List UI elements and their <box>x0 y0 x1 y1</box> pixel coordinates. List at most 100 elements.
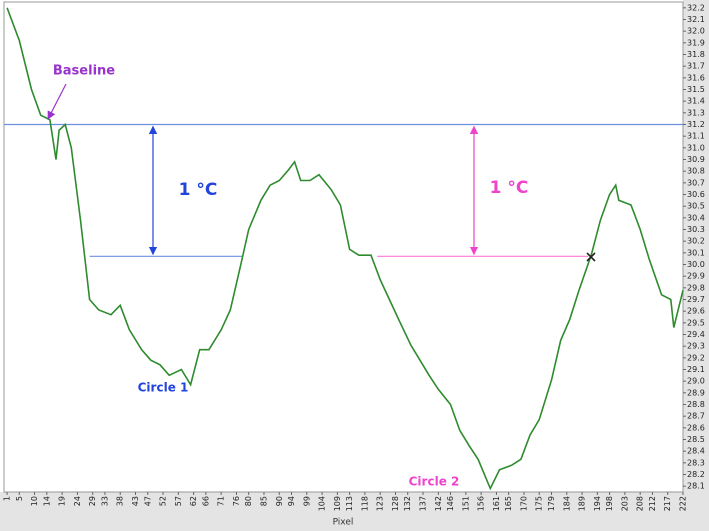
y-tick-label: 29.6 <box>687 307 705 316</box>
x-tick-label: 52 <box>159 496 168 506</box>
x-axis-label: Pixel <box>333 518 354 528</box>
x-tick-label: 80 <box>244 496 253 506</box>
x-tick-label: 128 <box>391 496 400 511</box>
x-tick-label: 146 <box>446 496 455 511</box>
x-tick-label: 38 <box>116 496 125 506</box>
x-tick-label: 179 <box>547 496 556 511</box>
y-tick-label: 30.2 <box>687 237 705 246</box>
y-tick-label: 28.2 <box>687 470 705 479</box>
x-tick-label: 212 <box>648 496 657 511</box>
y-tick-label: 28.7 <box>687 412 705 421</box>
x-tick-label: 85 <box>259 496 268 506</box>
y-tick-label: 28.4 <box>687 447 705 456</box>
y-tick-label: 30.6 <box>687 190 705 199</box>
y-tick-label: 32.2 <box>687 3 705 12</box>
x-tick-label: 99 <box>302 496 311 506</box>
x-tick-label: 118 <box>360 496 369 511</box>
y-tick-label: 31.6 <box>687 73 705 82</box>
plot-frame <box>3 1 684 493</box>
x-tick-label: 76 <box>232 496 241 506</box>
x-tick-label: 203 <box>620 496 629 511</box>
y-tick-label: 28.8 <box>687 400 705 409</box>
y-tick-label: 28.5 <box>687 435 705 444</box>
x-tick-label: 33 <box>100 496 109 506</box>
data-line <box>6 7 684 491</box>
annotation: Circle 1 <box>138 381 189 395</box>
x-tick-label: 198 <box>605 496 614 511</box>
y-tick-label: 31.0 <box>687 143 705 152</box>
x-marker <box>586 252 596 262</box>
y-tick-label: 32.1 <box>687 15 705 24</box>
x-tick-label: 222 <box>679 496 688 511</box>
x-tick-label: 19 <box>58 496 67 506</box>
x-tick-label: 165 <box>504 496 513 511</box>
x-tick-label: 10 <box>30 496 39 506</box>
x-tick-label: 57 <box>174 496 183 506</box>
y-tick-label: 28.1 <box>687 482 705 491</box>
y-tick-label: 30.5 <box>687 202 705 211</box>
y-tick-label: 28.9 <box>687 388 705 397</box>
y-tick-label: 32.0 <box>687 27 705 36</box>
y-tick-label: 31.1 <box>687 132 705 141</box>
x-tick-label: 90 <box>275 496 284 506</box>
y-tick-label: 30.0 <box>687 260 705 269</box>
x-tick-label: 47 <box>143 496 152 506</box>
x-tick-label: 208 <box>636 496 645 511</box>
x-tick-label: 194 <box>593 496 602 511</box>
x-axis-band <box>0 492 709 531</box>
x-tick-label: 151 <box>461 496 470 511</box>
y-tick-label: 31.8 <box>687 50 705 59</box>
x-tick-label: 66 <box>201 496 210 506</box>
y-axis-band <box>683 0 709 531</box>
y-tick-label: 29.8 <box>687 283 705 292</box>
x-tick-label: 142 <box>434 496 443 511</box>
annotation: Baseline <box>53 64 115 79</box>
x-tick-label: 156 <box>477 496 486 511</box>
annotation: Circle 2 <box>409 475 460 489</box>
y-tick-label: 30.1 <box>687 248 705 257</box>
x-tick-label: 137 <box>419 496 428 511</box>
x-tick-label: 217 <box>663 496 672 511</box>
annotation: 1 °C <box>179 180 218 200</box>
y-tick-label: 30.3 <box>687 225 705 234</box>
x-tick-label: 104 <box>318 496 327 511</box>
x-tick-label: 14 <box>42 496 51 506</box>
y-tick-label: 30.8 <box>687 167 705 176</box>
x-tick-label: 24 <box>73 496 82 506</box>
y-tick-label: 29.4 <box>687 330 705 339</box>
y-tick-label: 29.5 <box>687 318 705 327</box>
y-tick-label: 29.3 <box>687 342 705 351</box>
x-tick-label: 132 <box>403 496 412 511</box>
x-tick-label: 175 <box>535 496 544 511</box>
x-tick-label: 113 <box>345 496 354 511</box>
x-tick-label: 71 <box>217 496 226 506</box>
x-tick-label: 94 <box>287 496 296 506</box>
y-tick-label: 29.7 <box>687 295 705 304</box>
y-tick-label: 31.4 <box>687 97 705 106</box>
y-tick-label: 28.3 <box>687 458 705 467</box>
x-tick-label: 5 <box>15 496 24 501</box>
arrow <box>47 83 67 120</box>
y-tick-label: 29.9 <box>687 272 705 281</box>
x-tick-label: 109 <box>333 496 342 511</box>
y-tick-label: 31.9 <box>687 38 705 47</box>
x-tick-label: 62 <box>189 496 198 506</box>
x-tick-label: 161 <box>492 496 501 511</box>
annotation: 1 °C <box>490 178 529 198</box>
y-tick-label: 29.1 <box>687 365 705 374</box>
x-tick-label: 123 <box>376 496 385 511</box>
y-tick-label: 31.7 <box>687 62 705 71</box>
y-tick-label: 30.9 <box>687 155 705 164</box>
x-tick-label: 170 <box>519 496 528 511</box>
y-tick-label: 28.6 <box>687 423 705 432</box>
y-tick-label: 31.2 <box>687 120 705 129</box>
y-tick-label: 31.5 <box>687 85 705 94</box>
y-tick-label: 31.3 <box>687 108 705 117</box>
x-tick-label: 29 <box>88 496 97 506</box>
y-tick-label: 29.2 <box>687 353 705 362</box>
y-tick-label: 30.4 <box>687 213 705 222</box>
y-tick-label: 29.0 <box>687 377 705 386</box>
x-tick-label: 189 <box>578 496 587 511</box>
